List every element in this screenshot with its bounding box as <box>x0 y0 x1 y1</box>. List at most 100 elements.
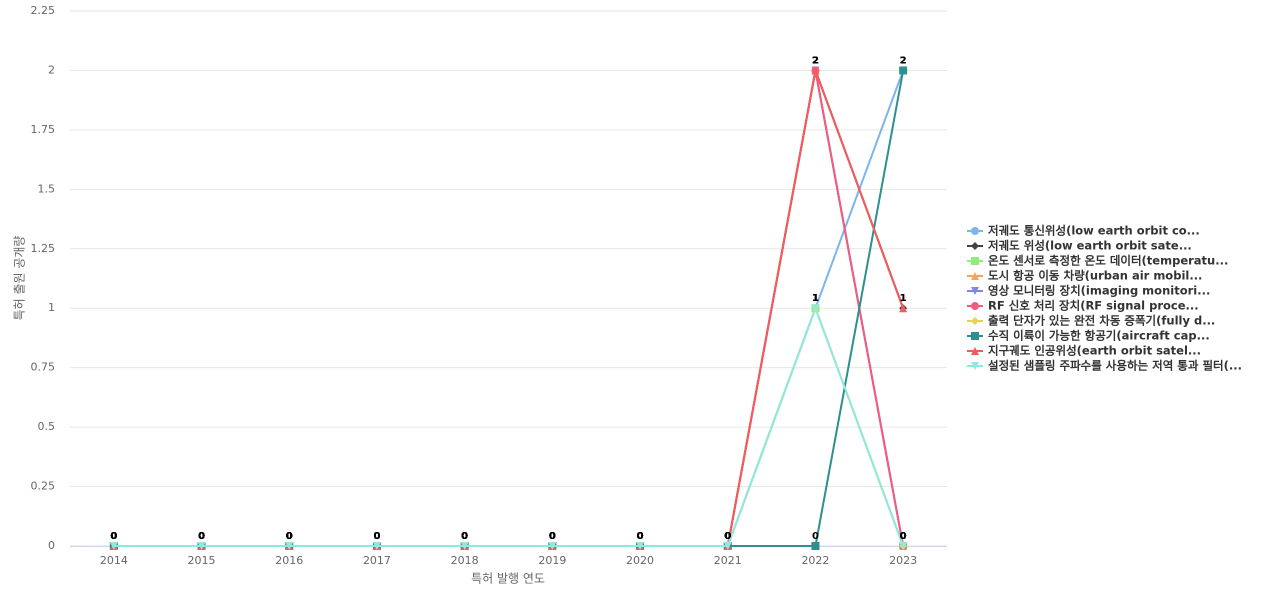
y-tick-label: 1.75 <box>31 123 56 136</box>
data-label: 0 <box>286 531 293 542</box>
legend-label: 도시 항공 이동 차량(urban air mobil... <box>988 269 1202 283</box>
data-label: 0 <box>110 531 117 542</box>
data-label: 0 <box>373 531 380 542</box>
legend-marker <box>971 227 979 235</box>
y-tick-label: 1.25 <box>31 242 56 255</box>
y-axis-title: 특허 출원 공개량 <box>13 236 27 321</box>
data-label: 0 <box>900 531 907 542</box>
legend-label: 설정된 샘플링 주파수를 사용하는 저역 통과 필터(... <box>988 359 1242 373</box>
point-marker <box>899 542 908 550</box>
data-label: 0 <box>461 531 468 542</box>
data-label: 0 <box>373 531 380 542</box>
x-tick-label: 2021 <box>714 554 742 567</box>
data-label: 0 <box>110 531 117 542</box>
data-label: 0 <box>724 531 731 542</box>
y-tick-label: 0 <box>48 539 55 552</box>
legend-marker <box>971 257 979 265</box>
data-label: 0 <box>637 531 644 542</box>
data-label: 0 <box>110 531 117 542</box>
data-label: 0 <box>461 531 468 542</box>
data-label: 0 <box>549 531 556 542</box>
data-label: 0 <box>724 531 731 542</box>
data-label: 0 <box>637 531 644 542</box>
data-label: 0 <box>461 531 468 542</box>
data-label: 0 <box>286 531 293 542</box>
data-label: 2 <box>900 55 907 66</box>
data-label: 0 <box>637 531 644 542</box>
data-label: 0 <box>461 531 468 542</box>
data-label: 0 <box>286 531 293 542</box>
data-label: 0 <box>549 531 556 542</box>
data-label: 0 <box>549 531 556 542</box>
data-label: 2 <box>812 55 819 66</box>
x-tick-label: 2015 <box>188 554 216 567</box>
data-label: 0 <box>724 531 731 542</box>
legend-marker <box>971 272 979 280</box>
y-tick-label: 0.75 <box>31 361 56 374</box>
data-label: 0 <box>900 531 907 542</box>
x-tick-label: 2014 <box>100 554 128 567</box>
data-label: 0 <box>286 531 293 542</box>
data-label: 1 <box>812 293 819 304</box>
data-label: 0 <box>110 531 117 542</box>
point-marker <box>197 542 206 550</box>
data-label: 0 <box>900 531 907 542</box>
x-tick-label: 2018 <box>451 554 479 567</box>
y-tick-label: 2 <box>48 63 55 76</box>
data-label: 0 <box>110 531 117 542</box>
data-label: 2 <box>812 55 819 66</box>
y-tick-label: 0.5 <box>38 420 56 433</box>
point-marker <box>372 542 381 550</box>
legend-marker <box>971 347 979 355</box>
x-tick-label: 2019 <box>538 554 566 567</box>
x-tick-label: 2017 <box>363 554 391 567</box>
data-label: 1 <box>812 293 819 304</box>
point-marker <box>811 304 820 313</box>
point-marker <box>899 304 908 313</box>
data-label: 0 <box>637 531 644 542</box>
data-label: 0 <box>724 531 731 542</box>
data-label: 0 <box>110 531 117 542</box>
legend-marker <box>971 332 979 340</box>
data-label: 0 <box>461 531 468 542</box>
data-label: 0 <box>198 531 205 542</box>
point-marker <box>636 542 645 550</box>
data-label: 0 <box>198 531 205 542</box>
data-label: 0 <box>724 531 731 542</box>
data-label: 0 <box>549 531 556 542</box>
data-label: 1 <box>812 293 819 304</box>
point-marker <box>548 542 557 550</box>
data-label: 2 <box>900 55 907 66</box>
data-label: 0 <box>198 531 205 542</box>
x-tick-label: 2022 <box>801 554 829 567</box>
data-label: 0 <box>286 531 293 542</box>
data-label: 0 <box>373 531 380 542</box>
data-label: 0 <box>724 531 731 542</box>
data-label: 0 <box>373 531 380 542</box>
point-marker <box>811 66 820 75</box>
data-label: 0 <box>198 531 205 542</box>
data-label: 0 <box>724 531 731 542</box>
data-label: 0 <box>549 531 556 542</box>
data-label: 0 <box>110 531 117 542</box>
point-marker <box>460 542 469 550</box>
data-label: 0 <box>461 531 468 542</box>
data-label: 0 <box>198 531 205 542</box>
data-label: 0 <box>110 531 117 542</box>
legend-label: 저궤도 위성(low earth orbit sate... <box>988 239 1192 253</box>
legend-label: 저궤도 통신위성(low earth orbit co... <box>988 224 1200 238</box>
data-label: 0 <box>286 531 293 542</box>
data-label: 0 <box>461 531 468 542</box>
data-label: 0 <box>286 531 293 542</box>
x-tick-label: 2023 <box>889 554 917 567</box>
data-label: 0 <box>900 531 907 542</box>
legend-label: 출력 단자가 있는 완전 차동 증폭기(fully d... <box>988 314 1215 328</box>
data-label: 0 <box>198 531 205 542</box>
point-marker <box>285 542 294 550</box>
data-label: 0 <box>549 531 556 542</box>
data-label: 0 <box>461 531 468 542</box>
data-label: 0 <box>373 531 380 542</box>
data-label: 0 <box>198 531 205 542</box>
data-label: 0 <box>373 531 380 542</box>
